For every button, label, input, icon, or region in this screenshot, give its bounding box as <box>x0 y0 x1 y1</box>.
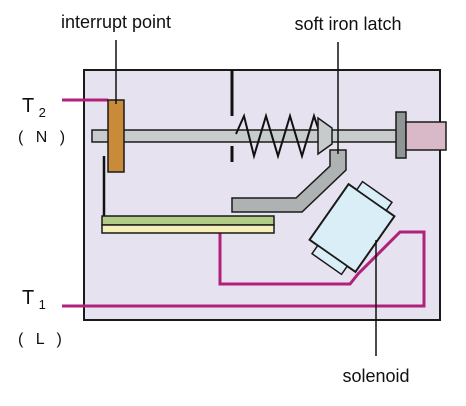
solenoid-label: solenoid <box>342 366 409 386</box>
interrupt-point-label: interrupt point <box>61 12 171 32</box>
soft-iron-latch <box>231 149 347 213</box>
reset-knob <box>405 121 447 151</box>
circuit-wire <box>84 230 426 308</box>
solenoid-coil <box>308 180 396 276</box>
terminal-t1-live: ( L ) <box>18 331 66 348</box>
soft-iron-latch-label: soft iron latch <box>294 14 401 34</box>
terminal-t2-letter: T <box>22 95 34 117</box>
terminal-t1-label: T 1 <box>22 287 46 312</box>
bimetal-strip-green <box>101 215 275 226</box>
terminal-t2-sub: 2 <box>39 105 46 120</box>
terminal-t2-label: T 2 <box>22 95 46 120</box>
terminal-t2-neutral: ( N ) <box>18 129 69 146</box>
interrupt-contact <box>107 99 125 173</box>
solenoid-base <box>310 244 349 276</box>
bimetal-strip-yellow <box>101 224 275 234</box>
spring-cap <box>317 116 333 156</box>
terminal-t1-sub: 1 <box>39 297 46 312</box>
terminal-t1-letter: T <box>22 287 34 309</box>
spring <box>235 112 323 160</box>
rod-flange <box>395 111 407 159</box>
solenoid-plunger <box>355 180 394 212</box>
